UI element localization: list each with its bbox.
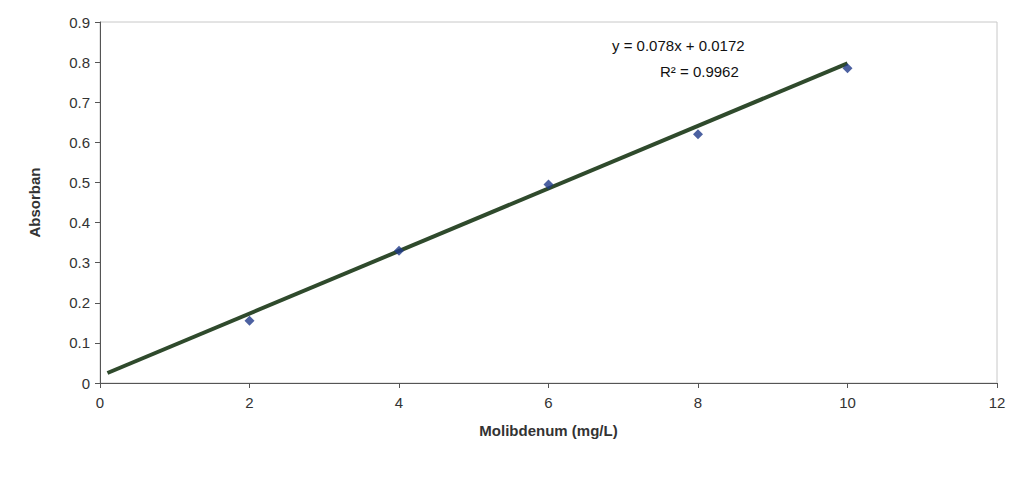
svg-text:0: 0 — [82, 375, 90, 392]
svg-text:0.4: 0.4 — [69, 214, 90, 231]
svg-text:2: 2 — [245, 394, 253, 411]
svg-text:0: 0 — [96, 394, 104, 411]
svg-text:4: 4 — [395, 394, 403, 411]
svg-text:0.2: 0.2 — [69, 294, 90, 311]
svg-text:0.6: 0.6 — [69, 134, 90, 151]
svg-text:12: 12 — [989, 394, 1006, 411]
svg-text:R² = 0.9962: R² = 0.9962 — [660, 63, 739, 80]
svg-text:Absorban: Absorban — [26, 167, 43, 237]
svg-text:0.5: 0.5 — [69, 174, 90, 191]
svg-text:0.7: 0.7 — [69, 94, 90, 111]
svg-text:8: 8 — [694, 394, 702, 411]
svg-text:6: 6 — [544, 394, 552, 411]
svg-text:0.3: 0.3 — [69, 254, 90, 271]
svg-text:0.9: 0.9 — [69, 14, 90, 31]
svg-text:y = 0.078x + 0.0172: y = 0.078x + 0.0172 — [612, 37, 745, 54]
svg-text:0.8: 0.8 — [69, 54, 90, 71]
svg-text:Molibdenum (mg/L): Molibdenum (mg/L) — [479, 422, 617, 439]
svg-text:0.1: 0.1 — [69, 334, 90, 351]
svg-text:10: 10 — [839, 394, 856, 411]
